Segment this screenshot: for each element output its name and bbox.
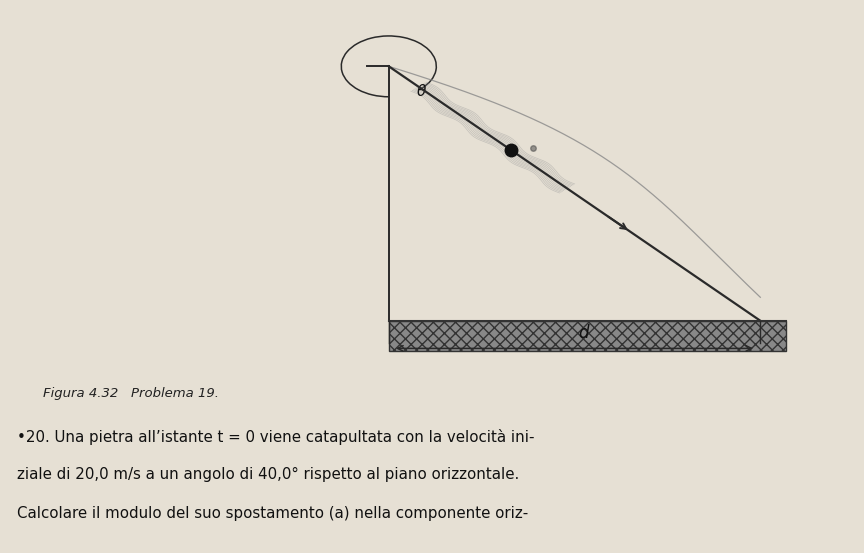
Text: •20. Una pietra all’istante t = 0 viene catapultata con la velocità ini-: •20. Una pietra all’istante t = 0 viene … [17, 429, 535, 445]
Text: d: d [578, 324, 588, 342]
Text: Figura 4.32   Problema 19.: Figura 4.32 Problema 19. [43, 387, 219, 400]
Text: θ: θ [417, 84, 426, 99]
Text: Calcolare il modulo del suo spostamento (a) nella componente oriz-: Calcolare il modulo del suo spostamento … [17, 506, 529, 521]
Text: ziale di 20,0 m/s a un angolo di 40,0° rispetto al piano orizzontale.: ziale di 20,0 m/s a un angolo di 40,0° r… [17, 467, 519, 482]
Bar [389, 321, 786, 351]
